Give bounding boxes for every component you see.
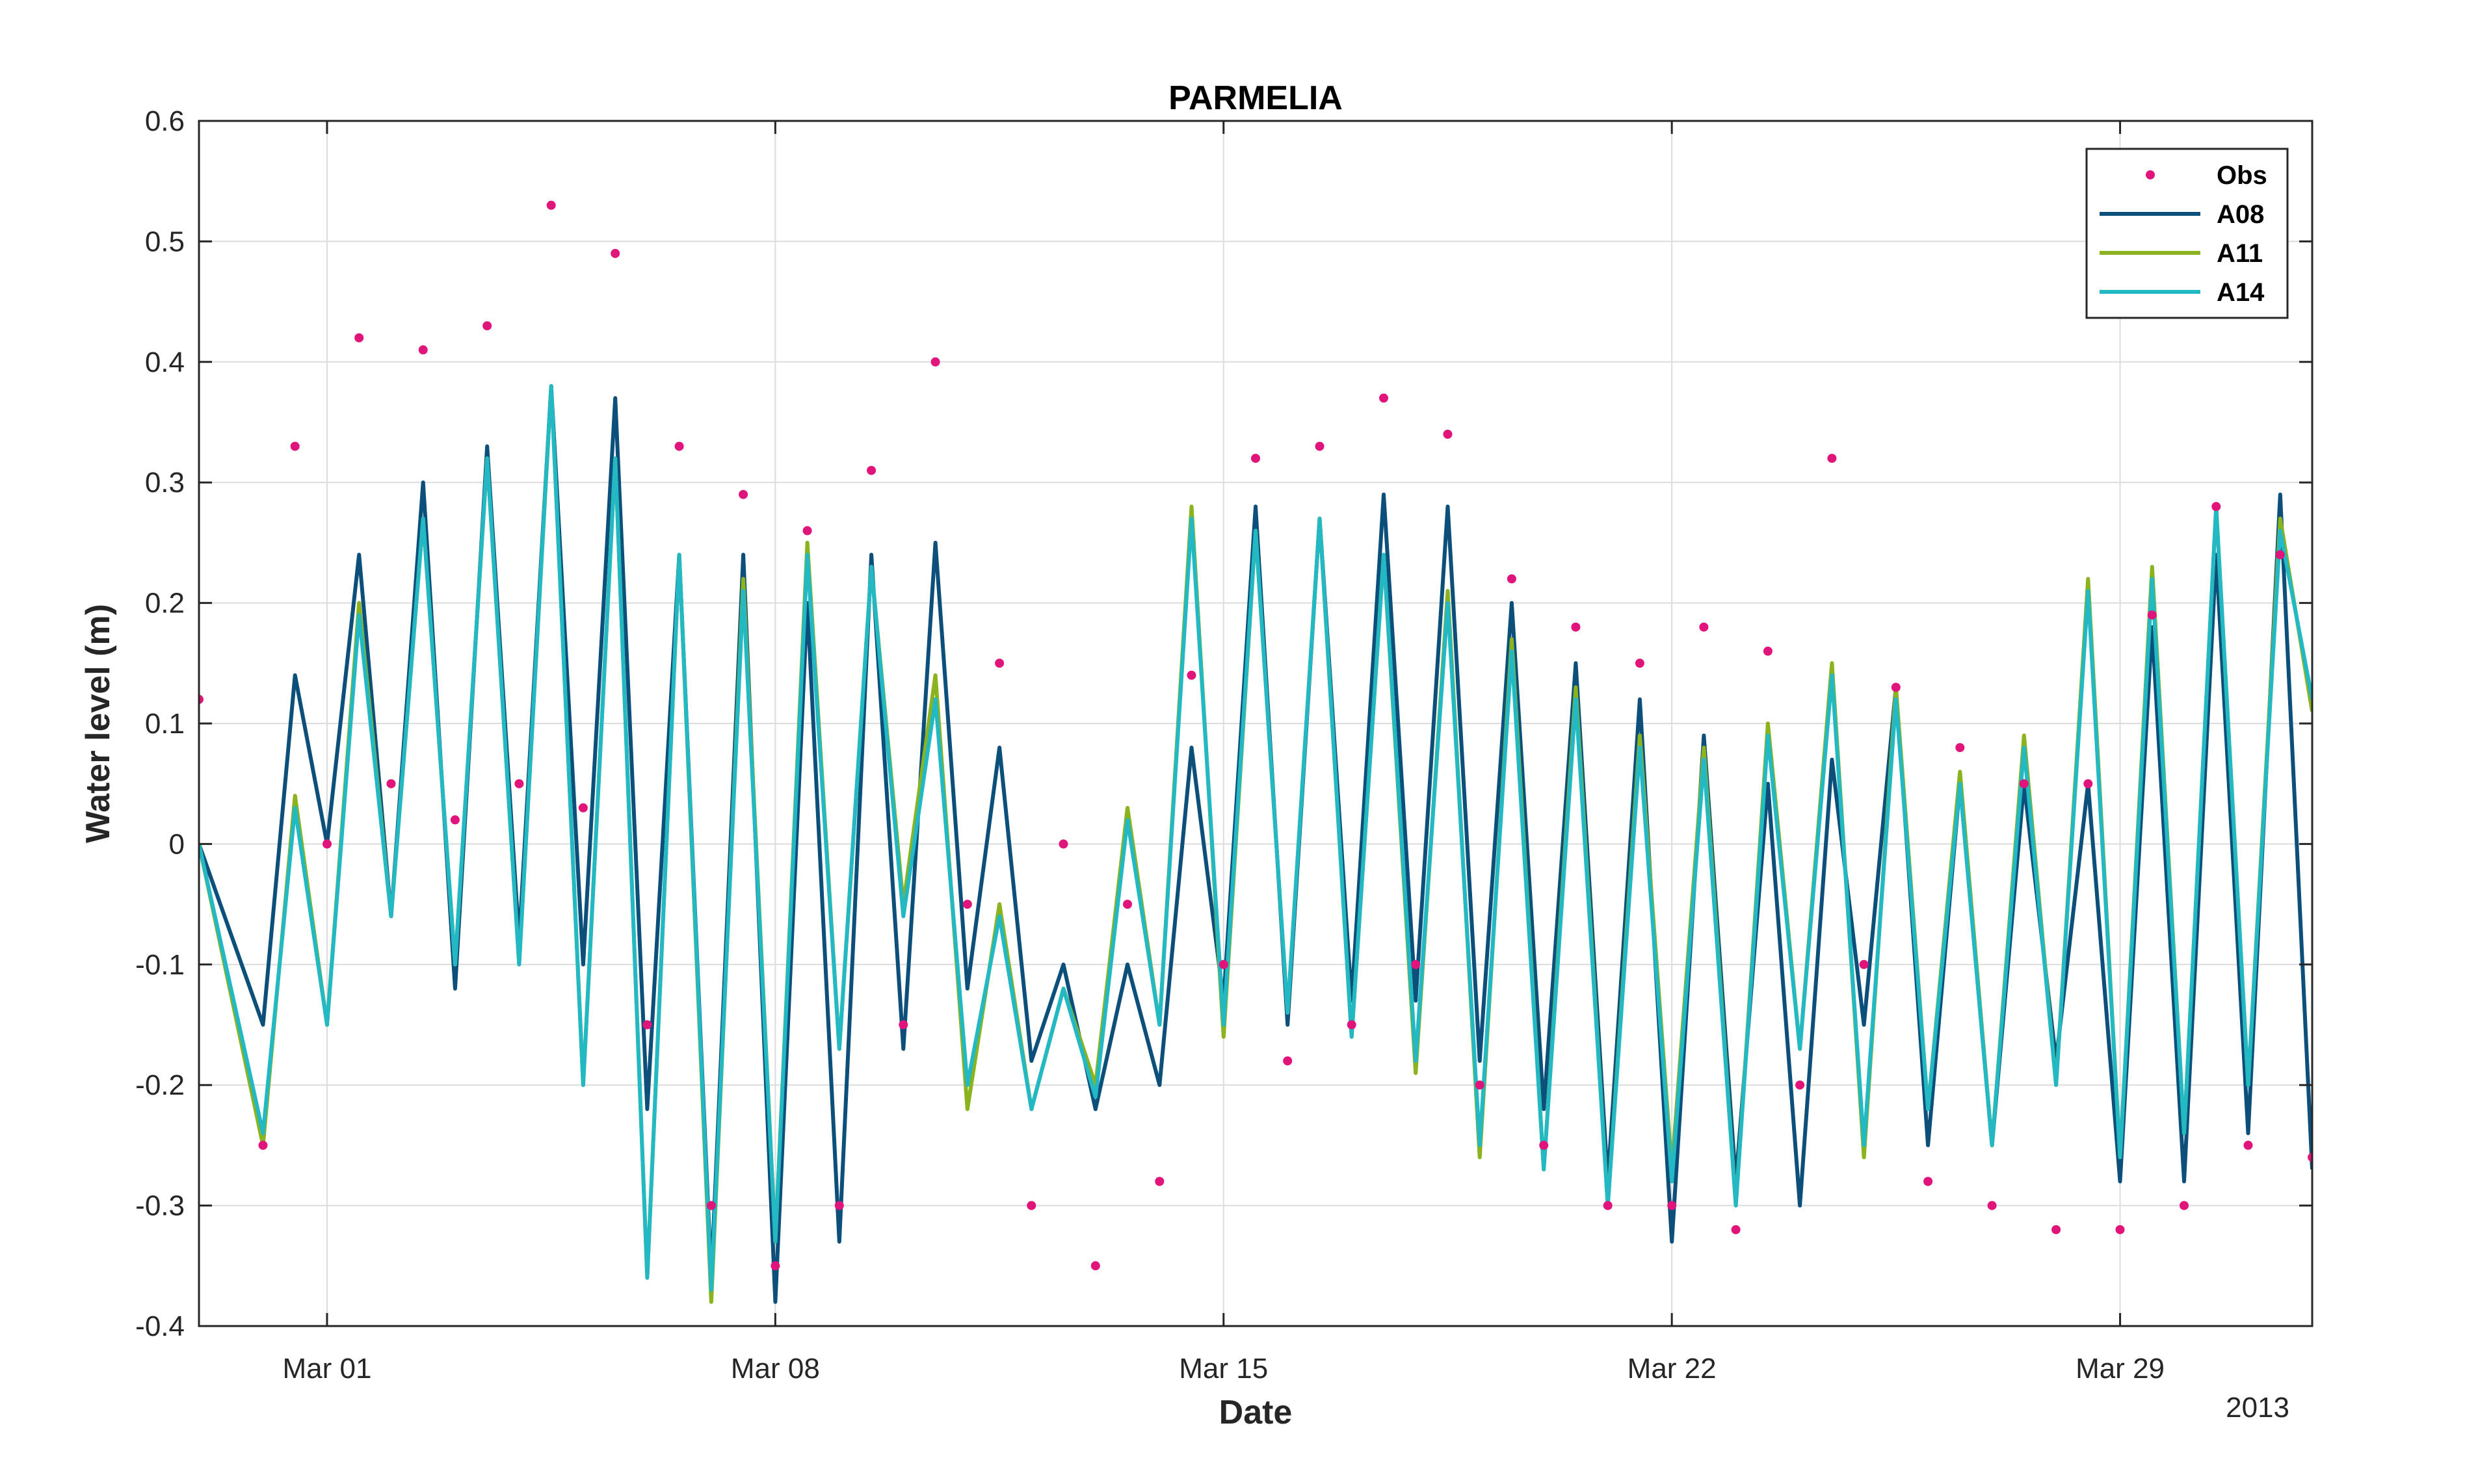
obs-point bbox=[611, 248, 620, 258]
obs-point bbox=[2180, 1201, 2189, 1210]
obs-point bbox=[2211, 502, 2221, 512]
obs-point bbox=[642, 1020, 652, 1030]
grid bbox=[199, 120, 2312, 1327]
x-axis-year-label: 2013 bbox=[2226, 1392, 2289, 1424]
y-tick-label: 0.6 bbox=[145, 105, 185, 137]
y-tick-label: -0.4 bbox=[135, 1310, 185, 1342]
obs-point bbox=[1315, 441, 1325, 451]
obs-point bbox=[1123, 900, 1132, 909]
obs-point bbox=[578, 803, 588, 813]
x-tick-label: Mar 01 bbox=[282, 1353, 371, 1385]
legend-label: A14 bbox=[2217, 278, 2265, 307]
x-tick-label: Mar 22 bbox=[1628, 1353, 1717, 1385]
legend-swatch bbox=[2146, 170, 2155, 179]
obs-point bbox=[739, 489, 748, 499]
obs-point bbox=[1411, 959, 1421, 969]
obs-point bbox=[290, 441, 300, 451]
obs-point bbox=[1827, 454, 1837, 463]
legend-label: Obs bbox=[2217, 161, 2267, 190]
series-layer bbox=[199, 200, 2312, 1304]
obs-point bbox=[867, 465, 877, 475]
x-axis-label: Date bbox=[1219, 1394, 1293, 1431]
legend-box bbox=[2085, 148, 2289, 319]
obs-point bbox=[1987, 1201, 1997, 1210]
obs-point bbox=[1859, 959, 1869, 969]
obs-point bbox=[1955, 743, 1965, 753]
obs-point bbox=[1027, 1201, 1036, 1210]
obs-point bbox=[1571, 622, 1581, 632]
obs-point bbox=[1923, 1177, 1933, 1186]
obs-point bbox=[1379, 393, 1388, 403]
obs-point bbox=[1347, 1020, 1356, 1030]
obs-point bbox=[418, 345, 428, 355]
obs-point bbox=[482, 321, 492, 331]
obs-point bbox=[1507, 574, 1516, 584]
y-tick-label: -0.2 bbox=[135, 1069, 185, 1101]
obs-point bbox=[995, 658, 1005, 668]
y-tick-label: -0.1 bbox=[135, 949, 185, 981]
chart-title: PARMELIA bbox=[1168, 79, 1343, 117]
obs-point bbox=[2147, 610, 2157, 620]
obs-point bbox=[386, 779, 396, 788]
y-tick-label: 0.2 bbox=[145, 588, 185, 619]
obs-point bbox=[2115, 1225, 2125, 1234]
obs-point bbox=[1731, 1225, 1741, 1234]
obs-point bbox=[1090, 1261, 1100, 1271]
obs-point bbox=[2083, 779, 2093, 788]
obs-point bbox=[450, 815, 460, 825]
obs-point bbox=[2243, 1140, 2253, 1150]
obs-point bbox=[1283, 1056, 1293, 1066]
obs-point bbox=[899, 1020, 908, 1030]
obs-point bbox=[1795, 1080, 1805, 1090]
obs-point bbox=[962, 900, 972, 909]
obs-point bbox=[1603, 1201, 1613, 1210]
obs-point bbox=[1251, 454, 1260, 463]
obs-point bbox=[2051, 1225, 2061, 1234]
y-tick-label: -0.3 bbox=[135, 1190, 185, 1222]
obs-point bbox=[1443, 430, 1453, 439]
obs-point bbox=[1219, 959, 1228, 969]
y-tick-label: 0.4 bbox=[145, 346, 185, 378]
plot-area bbox=[199, 200, 2312, 1304]
series-line-a14 bbox=[199, 384, 2312, 1292]
x-tick-label: Mar 15 bbox=[1179, 1353, 1268, 1385]
obs-point bbox=[802, 526, 812, 536]
obs-point bbox=[514, 779, 524, 788]
obs-point bbox=[2275, 550, 2285, 560]
axis-ticks: Mar 01 Mar 08 Mar 15 Mar 22 Mar 29 -0.4 -0.3 -0… bbox=[135, 105, 2312, 1385]
y-tick-label: 0.1 bbox=[145, 708, 185, 740]
obs-point bbox=[1635, 658, 1644, 668]
obs-point bbox=[354, 333, 364, 343]
legend-label: A11 bbox=[2217, 239, 2263, 268]
y-axis-label: Water level (m) bbox=[79, 604, 117, 843]
obs-point bbox=[1763, 646, 1773, 656]
obs-point bbox=[2308, 1152, 2312, 1162]
obs-point bbox=[930, 357, 940, 367]
obs-point bbox=[706, 1201, 716, 1210]
obs-point bbox=[1475, 1080, 1484, 1090]
obs-point bbox=[1891, 683, 1901, 692]
x-tick-label: Mar 08 bbox=[731, 1353, 820, 1385]
obs-point bbox=[674, 441, 684, 451]
obs-point bbox=[1667, 1201, 1677, 1210]
y-tick-label: 0.3 bbox=[145, 467, 185, 499]
obs-point bbox=[1699, 622, 1709, 632]
obs-point bbox=[546, 200, 556, 210]
legend-label: A08 bbox=[2217, 200, 2264, 229]
obs-point bbox=[258, 1140, 268, 1150]
obs-point bbox=[1187, 670, 1196, 680]
y-tick-label: 0.5 bbox=[145, 226, 185, 257]
legend: Obs A08 A11 A14 bbox=[2085, 148, 2289, 319]
obs-point bbox=[2019, 779, 2029, 788]
x-tick-label: Mar 29 bbox=[2076, 1353, 2165, 1385]
obs-point bbox=[1155, 1177, 1165, 1186]
y-tick-label: 0 bbox=[169, 828, 185, 860]
obs-point bbox=[1539, 1140, 1549, 1150]
obs-point bbox=[1059, 839, 1068, 849]
obs-point bbox=[199, 694, 204, 704]
obs-point bbox=[834, 1201, 844, 1210]
obs-point bbox=[323, 839, 332, 849]
obs-point bbox=[771, 1261, 780, 1271]
